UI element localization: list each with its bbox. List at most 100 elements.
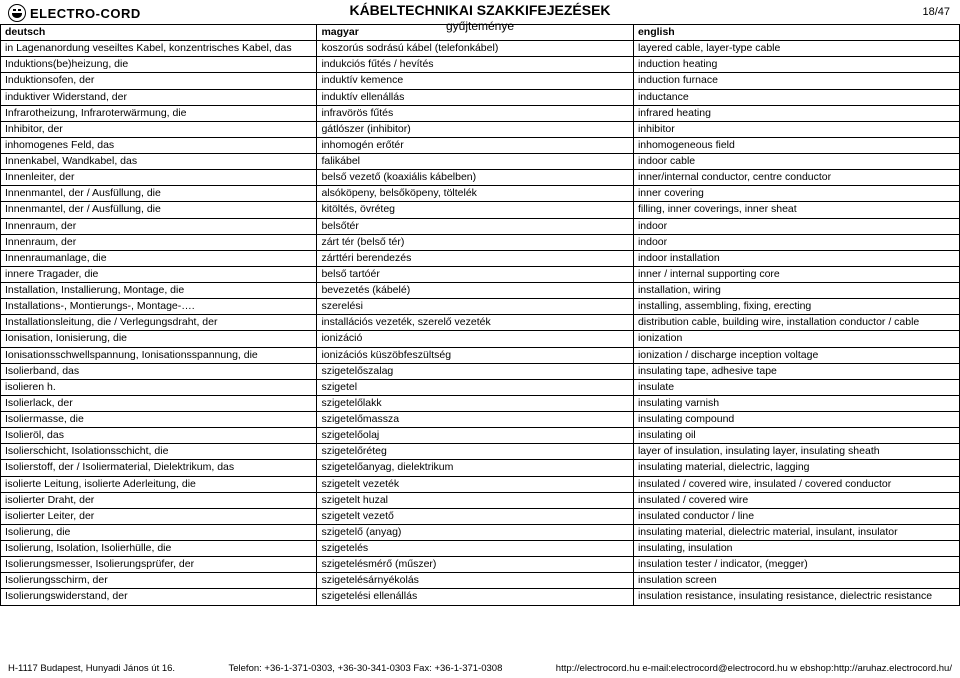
- table-cell: szigetel: [317, 379, 633, 395]
- table-row: Installationsleitung, die / Verlegungsdr…: [1, 315, 960, 331]
- table-cell: bevezetés (kábelé): [317, 283, 633, 299]
- table-cell: insulated / covered wire, insulated / co…: [633, 476, 959, 492]
- table-cell: szigetelt huzal: [317, 492, 633, 508]
- table-row: Innenmantel, der / Ausfüllung, diealsókö…: [1, 186, 960, 202]
- table-cell: Innenmantel, der / Ausfüllung, die: [1, 202, 317, 218]
- table-cell: insulated conductor / line: [633, 508, 959, 524]
- table-cell: Isolierungsschirm, der: [1, 573, 317, 589]
- table-cell: insulating material, dielectric material…: [633, 524, 959, 540]
- table-row: Isolierungswiderstand, derszigetelési el…: [1, 589, 960, 605]
- table-row: Innenkabel, Wandkabel, dasfalikábelindoo…: [1, 154, 960, 170]
- table-cell: Innenmantel, der / Ausfüllung, die: [1, 186, 317, 202]
- table-cell: distribution cable, building wire, insta…: [633, 315, 959, 331]
- table-cell: Innenkabel, Wandkabel, das: [1, 154, 317, 170]
- table-cell: installation, wiring: [633, 283, 959, 299]
- table-row: isolierter Leiter, derszigetelt vezetőin…: [1, 508, 960, 524]
- page-title: KÁBELTECHNIKAI SZAKKIFEJEZÉSEK: [349, 2, 610, 18]
- table-cell: inner / internal supporting core: [633, 266, 959, 282]
- table-cell: indoor installation: [633, 250, 959, 266]
- table-cell: gátlószer (inhibitor): [317, 121, 633, 137]
- table-cell: induction heating: [633, 57, 959, 73]
- table-cell: Isolierlack, der: [1, 395, 317, 411]
- table-cell: indoor: [633, 218, 959, 234]
- table-cell: insulating varnish: [633, 395, 959, 411]
- page-footer: H-1117 Budapest, Hunyadi János út 16. Te…: [0, 663, 960, 674]
- table-row: Innenmantel, der / Ausfüllung, diekitölt…: [1, 202, 960, 218]
- table-cell: insulate: [633, 379, 959, 395]
- table-cell: in Lagenanordung veseiltes Kabel, konzen…: [1, 41, 317, 57]
- title-block: KÁBELTECHNIKAI SZAKKIFEJEZÉSEK gyűjtemén…: [349, 2, 610, 33]
- table-cell: isolierter Leiter, der: [1, 508, 317, 524]
- table-cell: inner covering: [633, 186, 959, 202]
- table-cell: insulation screen: [633, 573, 959, 589]
- table-cell: szigetelő (anyag): [317, 524, 633, 540]
- table-row: Isolierung, Isolation, Isolierhülle, die…: [1, 541, 960, 557]
- table-cell: ionization / discharge inception voltage: [633, 347, 959, 363]
- table-row: innere Tragader, diebelső tartóérinner /…: [1, 266, 960, 282]
- table-cell: Isoliermasse, die: [1, 412, 317, 428]
- table-cell: ionization: [633, 331, 959, 347]
- table-row: Induktionsofen, derinduktív kemenceinduc…: [1, 73, 960, 89]
- table-row: inhomogenes Feld, dasinhomogén erőtérinh…: [1, 137, 960, 153]
- table-cell: szigetelésmérő (műszer): [317, 557, 633, 573]
- table-cell: Installations-, Montierungs-, Montage-….: [1, 299, 317, 315]
- table-row: in Lagenanordung veseiltes Kabel, konzen…: [1, 41, 960, 57]
- table-row: Innenraum, derzárt tér (belső tér)indoor: [1, 234, 960, 250]
- table-cell: szigetelőanyag, dielektrikum: [317, 460, 633, 476]
- table-cell: infrared heating: [633, 105, 959, 121]
- table-cell: isolieren h.: [1, 379, 317, 395]
- table-cell: Innenleiter, der: [1, 170, 317, 186]
- glossary-table-wrap: deutsch magyar english in Lagenanordung …: [0, 24, 960, 606]
- brand-logo: ELECTRO-CORD: [8, 4, 141, 22]
- table-row: isolierte Leitung, isolierte Aderleitung…: [1, 476, 960, 492]
- table-row: Isolierschicht, Isolationsschicht, diesz…: [1, 444, 960, 460]
- table-cell: insulation resistance, insulating resist…: [633, 589, 959, 605]
- table-row: Ionisationsschwellspannung, Ionisationss…: [1, 347, 960, 363]
- table-row: isolierter Draht, derszigetelt huzalinsu…: [1, 492, 960, 508]
- table-cell: szigetelt vezető: [317, 508, 633, 524]
- table-cell: belső vezető (koaxiális kábelben): [317, 170, 633, 186]
- glossary-table: deutsch magyar english in Lagenanordung …: [0, 24, 960, 606]
- table-cell: szigetelőlakk: [317, 395, 633, 411]
- table-cell: insulated / covered wire: [633, 492, 959, 508]
- table-cell: indoor: [633, 234, 959, 250]
- table-cell: inhomogeneous field: [633, 137, 959, 153]
- table-cell: indukciós fűtés / hevítés: [317, 57, 633, 73]
- table-row: Innenraum, derbelsőtérindoor: [1, 218, 960, 234]
- table-cell: insulation tester / indicator, (megger): [633, 557, 959, 573]
- table-cell: szerelési: [317, 299, 633, 315]
- table-cell: insulating, insulation: [633, 541, 959, 557]
- page-number: 18/47: [922, 6, 950, 18]
- table-cell: Isolieröl, das: [1, 428, 317, 444]
- page-subtitle: gyűjteménye: [349, 19, 610, 33]
- table-cell: Isolierschicht, Isolationsschicht, die: [1, 444, 317, 460]
- footer-address: H-1117 Budapest, Hunyadi János út 16.: [8, 663, 175, 674]
- table-cell: szigetelőréteg: [317, 444, 633, 460]
- table-cell: insulating oil: [633, 428, 959, 444]
- table-row: Isoliermasse, dieszigetelőmasszainsulati…: [1, 412, 960, 428]
- table-cell: inhibitor: [633, 121, 959, 137]
- table-cell: Isolierstoff, der / Isoliermaterial, Die…: [1, 460, 317, 476]
- table-row: Isolierungsschirm, derszigetelésárnyékol…: [1, 573, 960, 589]
- table-cell: zárt tér (belső tér): [317, 234, 633, 250]
- table-cell: isolierter Draht, der: [1, 492, 317, 508]
- table-row: Isolierband, dasszigetelőszalaginsulatin…: [1, 363, 960, 379]
- table-cell: zárttéri berendezés: [317, 250, 633, 266]
- table-cell: Infrarotheizung, Infraroterwärmung, die: [1, 105, 317, 121]
- table-cell: infravörös fűtés: [317, 105, 633, 121]
- table-row: Installations-, Montierungs-, Montage-….…: [1, 299, 960, 315]
- table-cell: szigetelési ellenállás: [317, 589, 633, 605]
- table-row: Infrarotheizung, Infraroterwärmung, diei…: [1, 105, 960, 121]
- table-cell: induction furnace: [633, 73, 959, 89]
- plug-icon: [8, 4, 26, 22]
- table-cell: szigetelt vezeték: [317, 476, 633, 492]
- table-cell: isolierte Leitung, isolierte Aderleitung…: [1, 476, 317, 492]
- table-cell: Innenraum, der: [1, 234, 317, 250]
- table-cell: inhomogén erőtér: [317, 137, 633, 153]
- table-cell: layer of insulation, insulating layer, i…: [633, 444, 959, 460]
- table-row: Isolieröl, dasszigetelőolajinsulating oi…: [1, 428, 960, 444]
- table-cell: szigetelőszalag: [317, 363, 633, 379]
- table-row: Inhibitor, dergátlószer (inhibitor)inhib…: [1, 121, 960, 137]
- col-header-deutsch: deutsch: [1, 25, 317, 41]
- table-cell: Isolierband, das: [1, 363, 317, 379]
